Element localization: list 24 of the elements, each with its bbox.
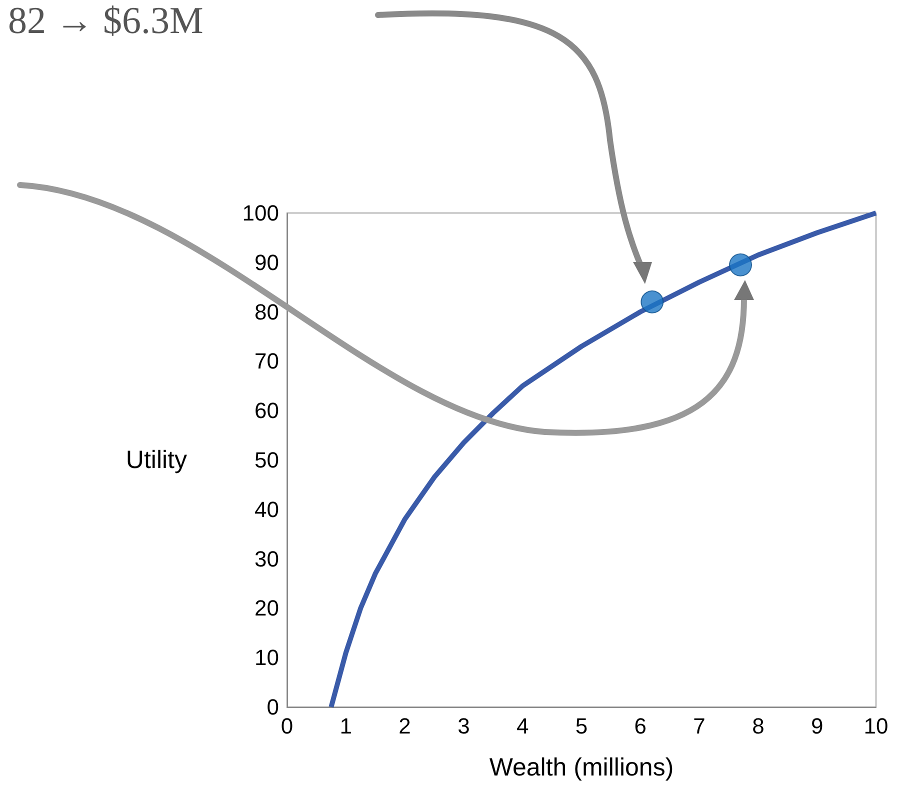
y-axis-title: Utility bbox=[126, 446, 188, 474]
y-tick-label: 30 bbox=[254, 546, 279, 572]
y-tick-label: 70 bbox=[254, 348, 279, 374]
x-tick-label: 6 bbox=[634, 714, 647, 738]
x-tick-label: 5 bbox=[575, 714, 588, 738]
y-tick-label: 90 bbox=[254, 250, 279, 275]
x-axis-title: Wealth (millions) bbox=[489, 754, 674, 782]
y-tick-label: 80 bbox=[254, 299, 279, 324]
x-tick-label: 4 bbox=[516, 714, 529, 738]
x-tick-label: 3 bbox=[458, 714, 470, 738]
y-tick-label: 40 bbox=[254, 496, 279, 522]
y-tick-label: 20 bbox=[254, 596, 279, 621]
x-tick-label: 8 bbox=[752, 714, 764, 738]
y-tick-label: 50 bbox=[254, 448, 279, 472]
x-tick-label: 1 bbox=[340, 714, 352, 738]
text: 82 → $6.3M bbox=[8, 0, 204, 42]
y-tick-label: 100 bbox=[242, 200, 279, 226]
x-tick-label: 7 bbox=[693, 714, 706, 738]
x-tick-label: 10 bbox=[864, 714, 888, 738]
y-tick-label: 10 bbox=[254, 645, 279, 670]
y-tick-label: 60 bbox=[254, 398, 279, 424]
x-tick-label: 2 bbox=[398, 714, 411, 738]
x-tick-label: 9 bbox=[810, 714, 824, 738]
y-tick-label: 0 bbox=[266, 694, 279, 720]
